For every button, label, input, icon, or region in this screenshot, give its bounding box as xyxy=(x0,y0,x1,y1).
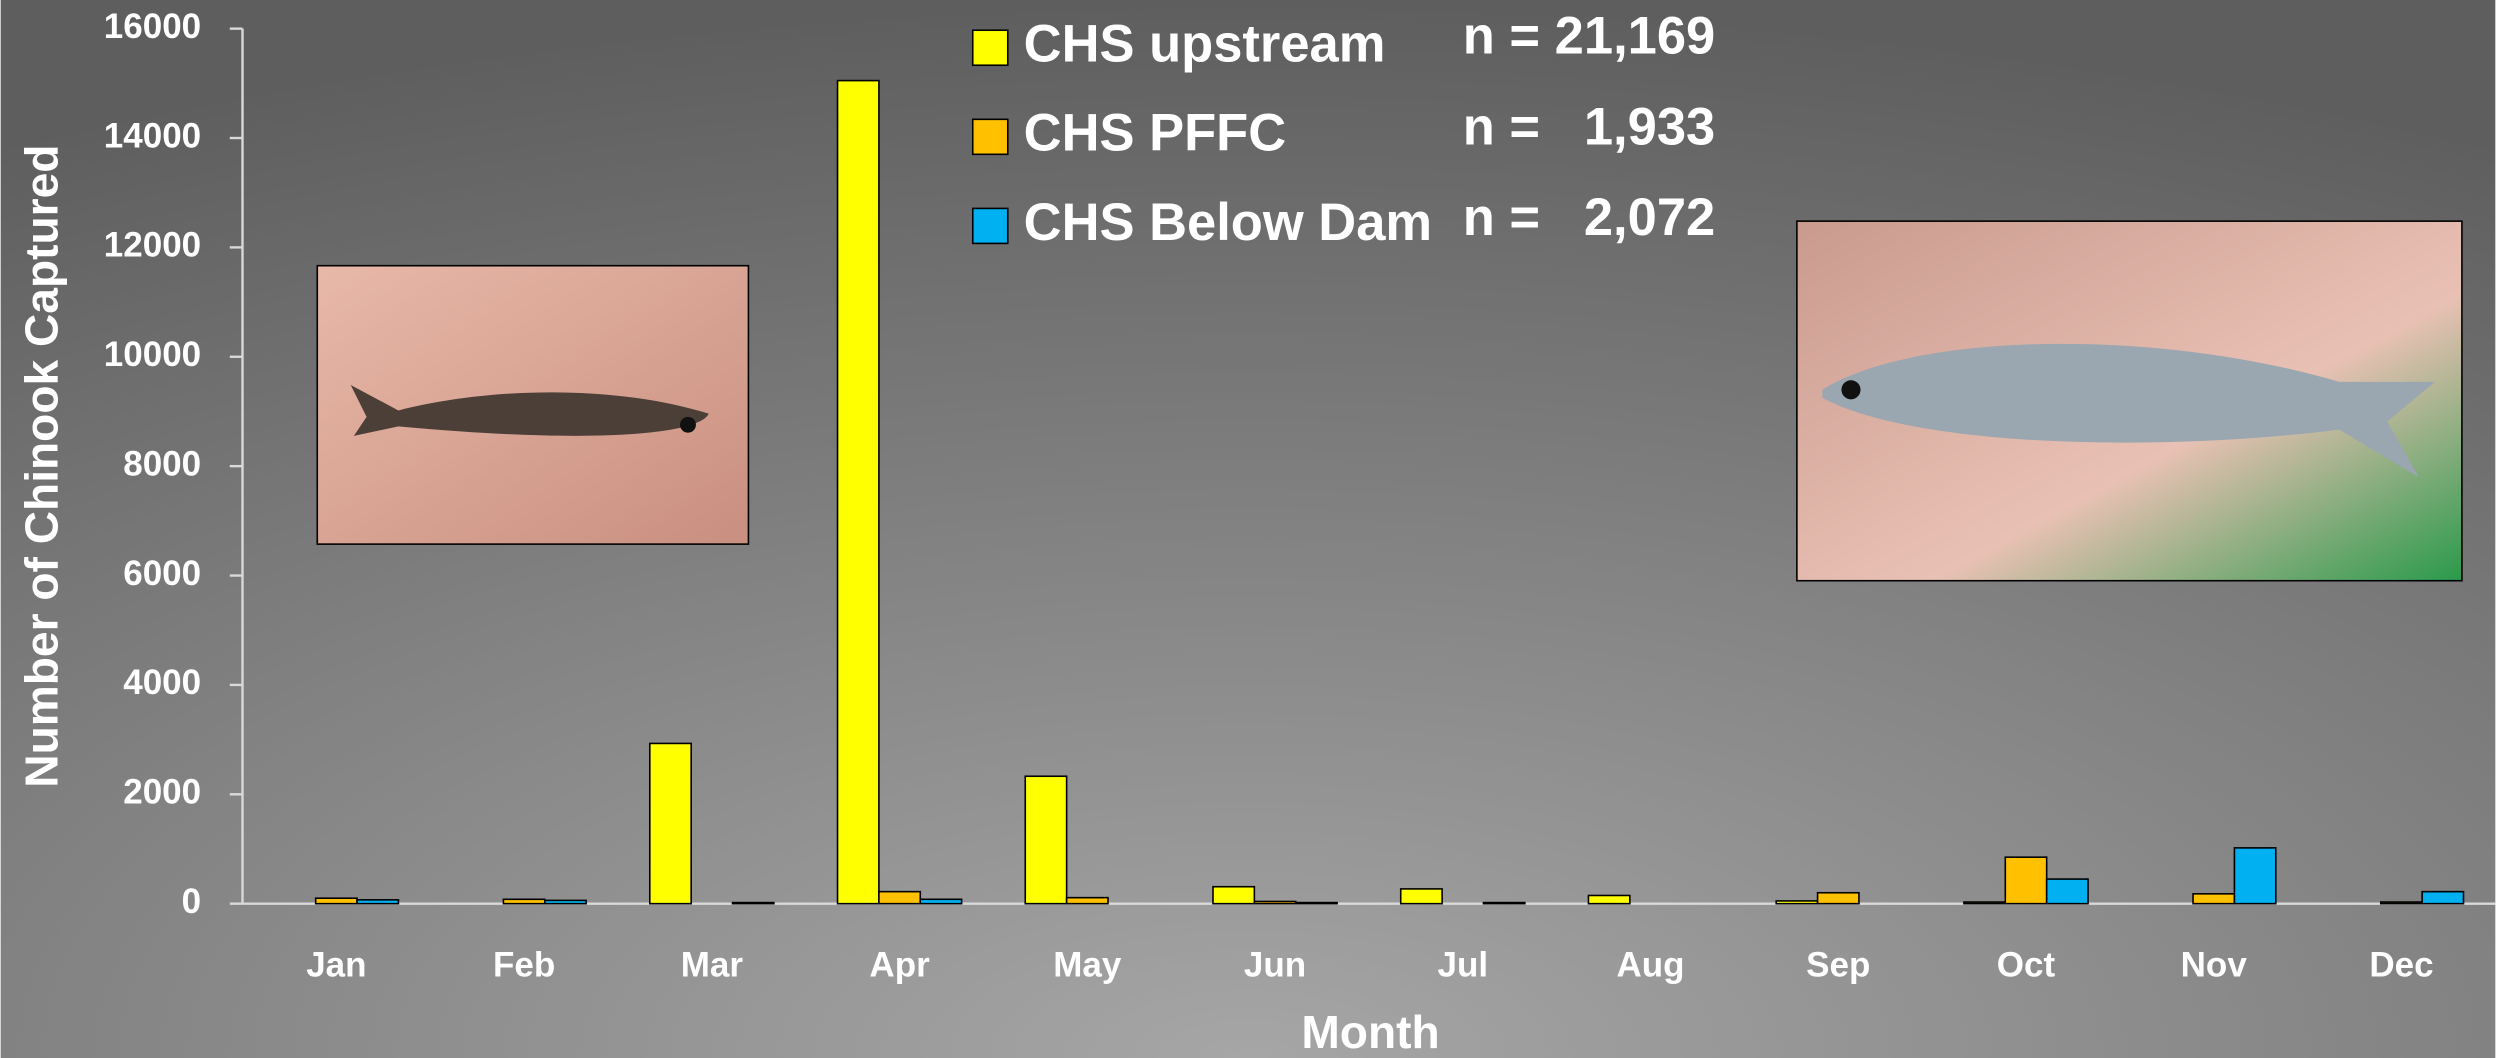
x-tick-label: Mar xyxy=(681,946,744,985)
x-tick-label: May xyxy=(1053,946,1122,985)
y-tick-label: 4000 xyxy=(123,663,201,702)
legend-count: n = 1,933 xyxy=(1463,97,1715,156)
bar xyxy=(1253,900,1297,905)
bar xyxy=(1294,901,1338,905)
x-axis-label: Month xyxy=(1301,1006,1439,1058)
y-tick-label: 14000 xyxy=(104,116,201,155)
photo-right xyxy=(1796,220,2463,582)
y-tick-label: 2000 xyxy=(123,773,201,812)
x-tick-label: Jun xyxy=(1244,946,1306,985)
y-tick-label: 0 xyxy=(182,882,201,921)
bar xyxy=(1399,888,1443,905)
bar xyxy=(1963,901,2007,905)
legend-count: n = 21,169 xyxy=(1463,7,1715,66)
bar xyxy=(356,899,400,905)
y-axis-label: Number of Chinook Captured xyxy=(15,145,67,788)
legend-count: n = 2,072 xyxy=(1463,188,1715,247)
bar xyxy=(1587,894,1631,905)
bar xyxy=(1775,900,1819,905)
x-tick-label: Apr xyxy=(869,946,930,985)
legend-label: CHS upstream xyxy=(1024,15,1386,74)
x-tick-label: Feb xyxy=(493,946,555,985)
bar xyxy=(836,79,880,905)
legend-label: CHS Below Dam xyxy=(1024,193,1432,252)
bar xyxy=(2004,856,2048,905)
bar xyxy=(2421,890,2465,905)
bar xyxy=(2192,893,2236,905)
bar xyxy=(543,899,587,905)
legend-label: CHS PFFC xyxy=(1024,104,1287,163)
y-tick-label: 8000 xyxy=(123,444,201,483)
x-tick-label: Oct xyxy=(1997,946,2056,985)
y-tick-label: 16000 xyxy=(104,7,201,46)
x-tick-label: Nov xyxy=(2181,946,2248,985)
bar xyxy=(2233,847,2277,905)
legend-swatch xyxy=(971,29,1009,67)
y-tick-label: 10000 xyxy=(104,335,201,374)
bar xyxy=(919,898,963,905)
bar xyxy=(1212,885,1256,905)
y-tick-label: 6000 xyxy=(123,554,201,593)
x-tick-label: Dec xyxy=(2369,946,2433,985)
bar xyxy=(2045,878,2089,905)
legend-swatch xyxy=(971,118,1009,156)
bar xyxy=(1816,891,1860,905)
x-tick-label: Aug xyxy=(1616,946,1684,985)
x-tick-label: Jan xyxy=(306,946,366,985)
bar xyxy=(731,901,775,905)
bar xyxy=(1065,896,1109,905)
bar xyxy=(878,890,922,905)
bar xyxy=(648,742,692,905)
bar xyxy=(1024,775,1068,905)
bar xyxy=(314,897,358,905)
photo-left xyxy=(316,264,750,545)
bar xyxy=(2379,901,2423,905)
x-tick-label: Jul xyxy=(1437,946,1488,985)
bar xyxy=(1482,901,1526,905)
y-tick-label: 12000 xyxy=(104,226,201,265)
bar xyxy=(502,898,546,905)
legend-swatch xyxy=(971,207,1009,245)
x-tick-label: Sep xyxy=(1806,946,1870,985)
